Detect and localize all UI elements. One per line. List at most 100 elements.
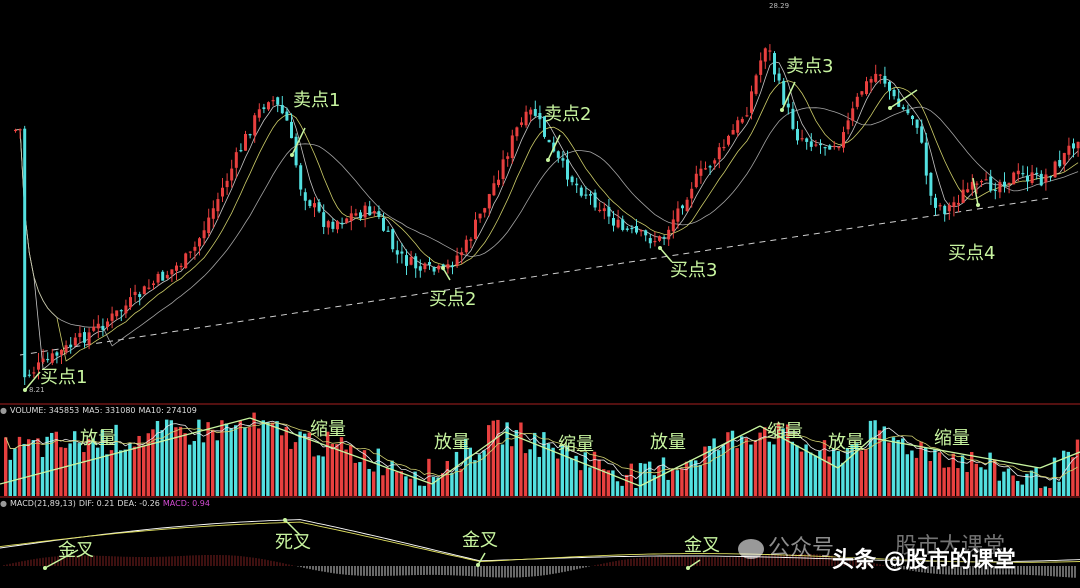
candle-body — [621, 219, 625, 230]
candle-body — [851, 108, 855, 121]
volume-bar — [353, 462, 357, 496]
volume-ma5: MA5: 331080 — [82, 406, 136, 415]
candle-body — [437, 265, 441, 270]
annotation-arrow-head — [476, 563, 480, 567]
volume-bar — [307, 432, 311, 496]
candle-body — [906, 109, 910, 114]
volume-label-3: 放量 — [434, 432, 470, 453]
volume-bar — [1066, 451, 1070, 496]
volume-bar — [114, 424, 118, 496]
candle-body — [805, 138, 809, 142]
volume-bar — [1039, 488, 1043, 496]
candle-body — [846, 120, 850, 130]
volume-bar — [606, 470, 610, 496]
volume-trend-line — [249, 417, 433, 485]
candle-body — [363, 205, 367, 218]
macd-dot-icon: ● — [0, 499, 7, 508]
volume-bar — [1006, 468, 1011, 496]
annotation-arrow-head — [976, 203, 980, 207]
candle-body — [345, 218, 349, 223]
volume-ma-lines — [5, 420, 1078, 481]
volume-bar — [763, 427, 767, 496]
candle-body — [989, 176, 993, 191]
volume-bar — [546, 443, 551, 496]
volume-bar — [86, 438, 91, 496]
candle-body — [1053, 161, 1057, 178]
volume-bar — [519, 422, 523, 496]
support-trend-line — [19, 197, 1051, 356]
volume-bar — [188, 444, 192, 496]
volume-bar — [1020, 484, 1024, 496]
candle-body — [860, 91, 864, 95]
candle-body — [303, 192, 307, 201]
volume-trend-line — [504, 431, 641, 487]
candle-body — [970, 181, 974, 190]
volume-bar — [59, 447, 63, 496]
candle-body — [782, 80, 786, 105]
volume-bar — [947, 467, 951, 496]
volume-bar — [459, 468, 463, 496]
candle-body — [777, 73, 781, 81]
volume-bar — [822, 440, 827, 496]
volume-bar — [979, 467, 983, 496]
volume-bar — [372, 471, 376, 496]
candle-body — [165, 274, 169, 279]
candle-body — [55, 352, 59, 356]
candle-body — [423, 263, 427, 270]
candle-body — [221, 187, 224, 197]
macd-label: MACD(21,89,13) — [9, 499, 76, 508]
volume-bar — [13, 448, 17, 496]
candlesticks — [14, 44, 1080, 385]
volume-bar — [873, 420, 877, 496]
volume-bar — [100, 430, 104, 496]
volume-bar — [8, 459, 12, 496]
volume-bar — [675, 470, 679, 496]
candle-body — [207, 217, 211, 234]
candle-body — [1067, 145, 1071, 155]
volume-bar — [358, 462, 362, 496]
candle-body — [662, 237, 666, 239]
volume-bar — [280, 435, 284, 496]
candle-body — [768, 50, 772, 52]
volume-bar — [50, 432, 54, 496]
volume-bar — [569, 458, 574, 496]
volume-bar — [786, 424, 790, 496]
volume-bar — [339, 437, 344, 496]
candle-body — [501, 159, 505, 180]
candle-body — [78, 333, 82, 337]
volume-bar — [31, 440, 35, 496]
annotation-arrow-head — [658, 246, 662, 250]
candle-body — [441, 264, 445, 267]
volume-bar — [988, 452, 992, 496]
volume-bar — [602, 469, 606, 496]
volume-bar — [123, 449, 127, 496]
candle-body — [819, 143, 822, 146]
volume-bar — [523, 453, 528, 496]
candle-body — [952, 202, 956, 207]
volume-bar — [367, 468, 371, 496]
volume-header: ● VOLUME: 345853 MA5: 331080 MA10: 274109 — [0, 405, 200, 417]
candle-body — [18, 129, 22, 131]
macd-dea-line — [0, 521, 1080, 563]
candle-body — [308, 200, 312, 206]
candle-body — [188, 251, 192, 253]
volume-bar — [220, 420, 224, 496]
volume-bar — [924, 447, 928, 496]
candle-body — [377, 211, 381, 217]
candle-body — [487, 194, 491, 209]
candle-body — [115, 310, 119, 317]
candle-body — [142, 286, 146, 295]
volume-bar — [914, 457, 919, 496]
candle-body — [23, 128, 27, 378]
volume-bar — [827, 456, 831, 496]
volume-bar — [574, 455, 578, 496]
volume-bar — [441, 473, 445, 496]
annotation-arrow — [889, 89, 918, 109]
volume-bar — [395, 471, 399, 496]
volume-bar — [381, 475, 385, 496]
candle-body — [763, 48, 767, 62]
candle-body — [630, 227, 634, 230]
annotation-arrow — [547, 134, 561, 161]
buy-point-1: 买点1 — [40, 367, 87, 388]
